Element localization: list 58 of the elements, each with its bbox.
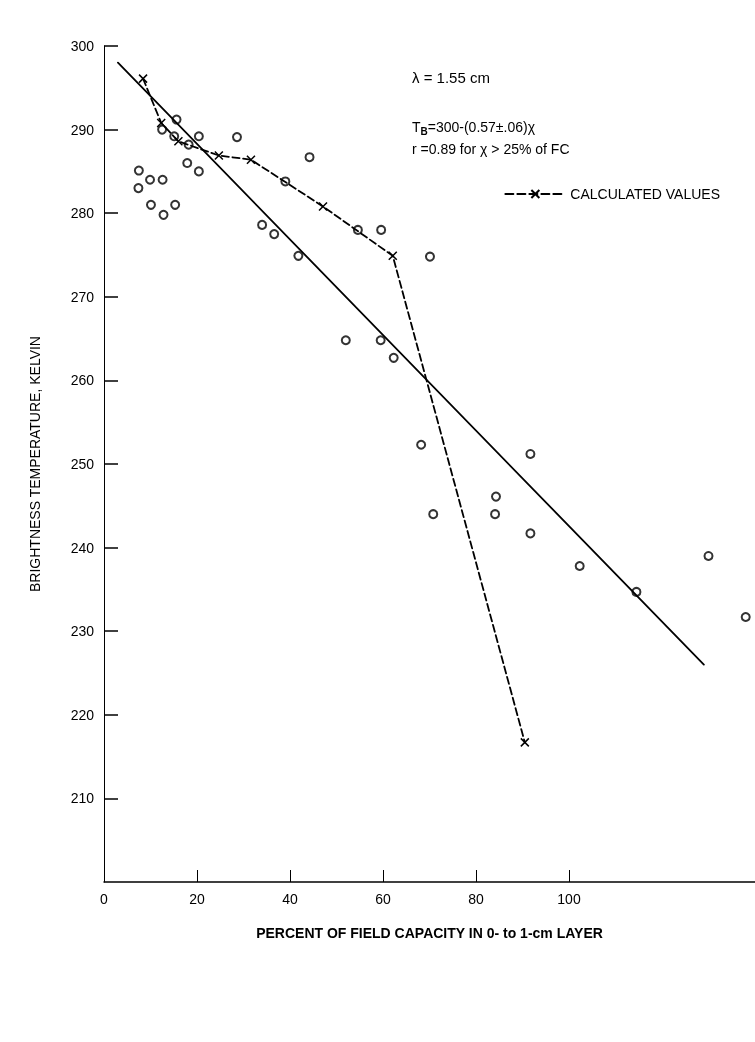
y-tick-label: 210 (70, 790, 95, 807)
point (133, 165, 144, 176)
x-tick-label: 80 (468, 891, 484, 907)
y-tick-label: 290 (70, 121, 95, 138)
annotation: r =0.89 for χ > 25% of FC (412, 141, 570, 157)
point (703, 550, 714, 561)
x-tick-label: 40 (282, 891, 298, 907)
point (214, 150, 224, 161)
x-tick-label: 60 (375, 891, 391, 907)
point (388, 352, 399, 363)
point (269, 229, 280, 240)
x-tick-label: 0 (100, 891, 109, 907)
point (193, 131, 204, 142)
point (376, 224, 387, 235)
point (318, 201, 328, 212)
point (520, 737, 530, 748)
point (293, 250, 304, 261)
point (574, 560, 585, 571)
y-tick-label: 270 (70, 288, 95, 305)
point (525, 528, 536, 539)
point (232, 132, 242, 143)
y-tick-label: 250 (70, 456, 95, 472)
y-tick-label: 220 (70, 706, 95, 723)
point (156, 118, 166, 128)
point (490, 509, 501, 520)
point (416, 439, 427, 450)
point (257, 219, 268, 230)
point (340, 335, 351, 346)
point (158, 209, 169, 220)
point (170, 199, 181, 210)
point (173, 136, 184, 147)
point (740, 611, 751, 622)
point (525, 448, 536, 459)
point (388, 251, 398, 261)
annotation: λ = 1.55 cm (412, 69, 490, 86)
point (375, 335, 386, 346)
x-tick-label: 100 (557, 891, 581, 907)
point (133, 183, 144, 194)
y-tick-label: 230 (70, 623, 95, 640)
point (304, 152, 315, 163)
point (145, 174, 156, 185)
point (246, 154, 256, 165)
point (428, 509, 439, 520)
point (145, 199, 156, 210)
point (424, 251, 435, 262)
y-tick-label: 240 (70, 539, 95, 556)
y-axis-title: BRIGHTNESS TEMPERATURE, KELVIN (27, 336, 43, 592)
point (138, 73, 148, 84)
point (157, 174, 168, 185)
y-tick-label: 280 (70, 205, 95, 222)
x-axis-title: PERCENT OF FIELD CAPACITY IN 0- to 1-cm LAYER (256, 925, 603, 941)
point (182, 158, 193, 169)
y-tick-label: 300 (70, 38, 95, 54)
point (193, 166, 204, 177)
x-tick-label: 20 (189, 891, 205, 907)
legend-label: CALCULATED VALUES (570, 186, 720, 202)
point (491, 491, 501, 502)
y-tick-label: 260 (70, 372, 95, 389)
